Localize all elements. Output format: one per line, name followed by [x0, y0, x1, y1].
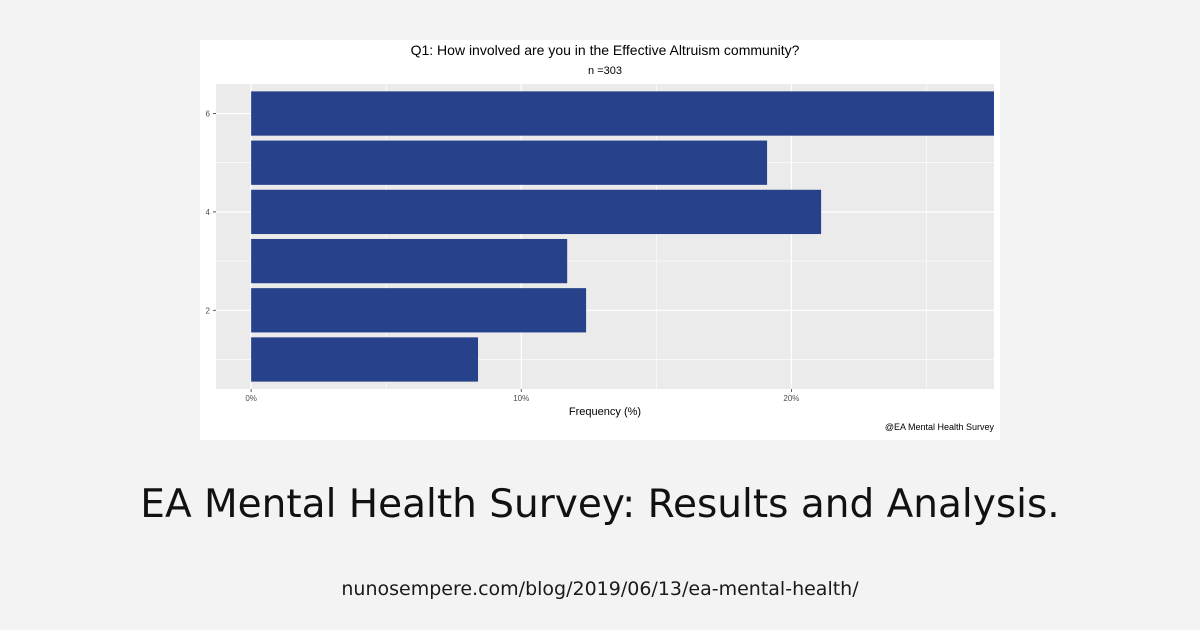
chart-caption: @EA Mental Health Survey: [885, 422, 995, 432]
bars: [251, 91, 995, 382]
page-url[interactable]: nunosempere.com/blog/2019/06/13/ea-menta…: [341, 578, 859, 600]
x-axis-title: Frequency (%): [569, 406, 641, 418]
survey-chart-figure: Q1: How involved are you in the Effectiv…: [200, 40, 1000, 440]
axes: 0% 10% 20% 2 4 6: [206, 110, 800, 403]
bar-5: [251, 140, 768, 185]
bar-6: [251, 91, 995, 136]
chart-subtitle: n =303: [588, 65, 622, 77]
bar-1: [251, 337, 479, 382]
bar-chart: Q1: How involved are you in the Effectiv…: [206, 42, 995, 432]
bar-4: [251, 189, 822, 235]
bar-2: [251, 288, 587, 333]
x-tick-label: 20%: [783, 394, 799, 403]
y-tick-label: 4: [206, 208, 211, 217]
y-tick-label: 6: [206, 110, 211, 119]
x-tick-label: 0%: [245, 394, 257, 403]
x-tick-label: 10%: [513, 394, 529, 403]
page-headline: EA Mental Health Survey: Results and Ana…: [140, 482, 1060, 527]
bar-3: [251, 238, 568, 284]
chart-title: Q1: How involved are you in the Effectiv…: [411, 42, 800, 58]
y-tick-label: 2: [206, 306, 211, 315]
